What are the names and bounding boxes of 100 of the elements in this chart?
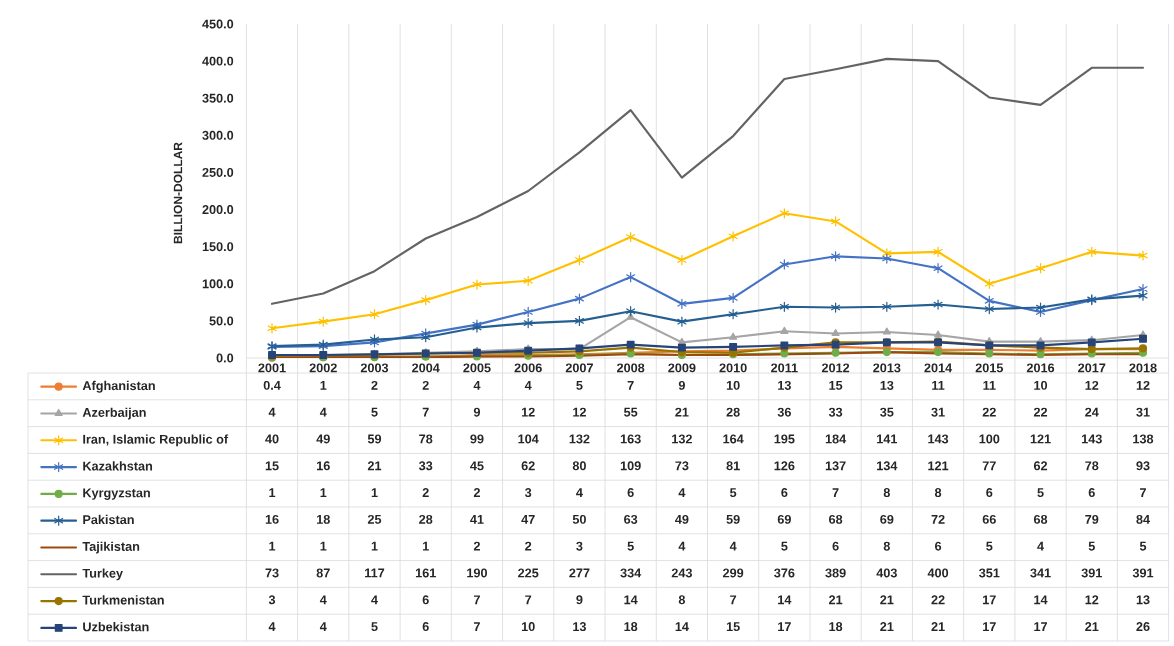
legend-label: Iran, Islamic Republic of [83, 434, 229, 447]
x-tick-label: 2001 [258, 363, 286, 373]
data-label: 8 [883, 541, 890, 551]
data-label: 72 [931, 514, 945, 524]
data-label: 79 [1085, 514, 1099, 524]
data-label: 7 [422, 407, 429, 417]
data-label: 31 [1136, 407, 1150, 417]
data-label: 9 [576, 595, 583, 605]
data-label: 195 [774, 434, 795, 444]
data-label: 4 [319, 595, 327, 605]
data-label: 4 [268, 622, 276, 631]
data-label: 137 [825, 461, 846, 471]
data-label: 9 [473, 407, 481, 417]
data-label: 13 [573, 622, 587, 632]
y-tick-label: 300.0 [202, 130, 234, 140]
data-label: 7 [473, 595, 480, 605]
data-label: 80 [572, 461, 586, 471]
data-label: 6 [422, 622, 429, 632]
data-label: 18 [829, 622, 843, 632]
data-label: 5 [730, 488, 737, 498]
data-label: 87 [316, 568, 330, 578]
data-label: 4 [678, 541, 686, 551]
x-tick-label: 2013 [873, 363, 901, 373]
data-label: 10 [521, 622, 535, 632]
x-tick-label: 2002 [309, 363, 337, 373]
data-label: 134 [877, 461, 898, 471]
data-label: 121 [1030, 434, 1051, 444]
legend-label: Kyrgyzstan [83, 488, 150, 500]
data-label: 12 [1085, 595, 1099, 605]
data-label: 21 [880, 622, 894, 631]
y-tick-label: 400.0 [202, 56, 234, 66]
data-label: 391 [1132, 568, 1154, 578]
x-tick-label: 2018 [1129, 363, 1157, 373]
data-label: 9 [678, 380, 685, 390]
y-tick-label: 150.0 [202, 242, 234, 252]
data-label: 50 [572, 514, 586, 524]
data-label: 1 [269, 488, 276, 497]
legend-label: Afghanistan [82, 380, 155, 393]
data-label: 400 [927, 568, 949, 578]
data-label: 225 [518, 568, 539, 578]
data-label: 15 [829, 381, 843, 390]
data-label: 28 [419, 514, 433, 524]
y-tick-label: 0.0 [216, 353, 234, 363]
data-label: 59 [726, 514, 740, 524]
data-label: 403 [876, 568, 897, 578]
data-label: 28 [726, 407, 740, 417]
data-label: 5 [1088, 541, 1095, 551]
data-label: 14 [1034, 595, 1048, 605]
data-label: 1 [320, 381, 327, 390]
data-label: 6 [1088, 488, 1095, 498]
data-label: 21 [675, 407, 689, 417]
data-label: 16 [317, 461, 330, 471]
data-label: 13 [1136, 595, 1150, 605]
data-label: 69 [777, 514, 791, 524]
data-label: 10 [1034, 380, 1048, 390]
data-label: 73 [675, 461, 689, 471]
data-label: 18 [624, 622, 638, 632]
data-label: 11 [983, 381, 996, 390]
x-tick-label: 2011 [771, 363, 798, 373]
data-label: 5 [1037, 488, 1044, 498]
data-label: 126 [774, 461, 795, 471]
data-label: 121 [928, 461, 949, 471]
data-label: 6 [781, 488, 788, 498]
data-label: 40 [265, 434, 279, 444]
x-tick-label: 2008 [617, 363, 645, 373]
data-label: 351 [979, 568, 1000, 578]
data-label: 6 [627, 488, 634, 498]
data-label: 2 [422, 380, 429, 390]
data-label: 66 [982, 514, 996, 524]
x-tick-label: 2005 [463, 363, 491, 373]
data-label: 45 [470, 461, 484, 471]
data-label: 26 [1136, 622, 1150, 632]
data-label: 299 [723, 568, 744, 578]
data-label: 17 [1034, 622, 1048, 631]
data-label: 15 [265, 461, 279, 471]
data-label: 334 [620, 568, 642, 578]
data-label: 5 [627, 541, 634, 551]
data-label: 5 [371, 622, 378, 632]
legend-label: Uzbekistan [83, 622, 149, 632]
data-label: 14 [624, 595, 638, 605]
data-label: 33 [418, 461, 433, 471]
x-tick-label: 2016 [1026, 363, 1055, 373]
data-label: 22 [1033, 407, 1048, 417]
data-label: 8 [934, 488, 942, 498]
data-label: 1 [422, 541, 429, 551]
data-label: 21 [931, 622, 945, 631]
data-label: 21 [880, 595, 894, 605]
data-label: 164 [723, 434, 744, 444]
data-label: 16 [265, 514, 279, 524]
x-tick-label: 2017 [1078, 363, 1106, 373]
data-label: 3 [576, 541, 583, 551]
data-label: 5 [371, 407, 378, 417]
data-label: 4 [371, 595, 378, 605]
data-label: 1 [371, 488, 378, 497]
data-label: 1 [320, 488, 327, 497]
data-label: 7 [473, 622, 480, 631]
data-label: 93 [1136, 461, 1150, 471]
data-label: 184 [825, 434, 847, 444]
data-label: 5 [576, 381, 583, 390]
data-label: 6 [832, 541, 839, 551]
